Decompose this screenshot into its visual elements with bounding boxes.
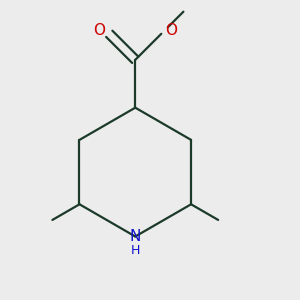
Text: O: O [93, 23, 105, 38]
Text: H: H [130, 244, 140, 257]
Text: O: O [166, 23, 178, 38]
Text: N: N [130, 229, 141, 244]
